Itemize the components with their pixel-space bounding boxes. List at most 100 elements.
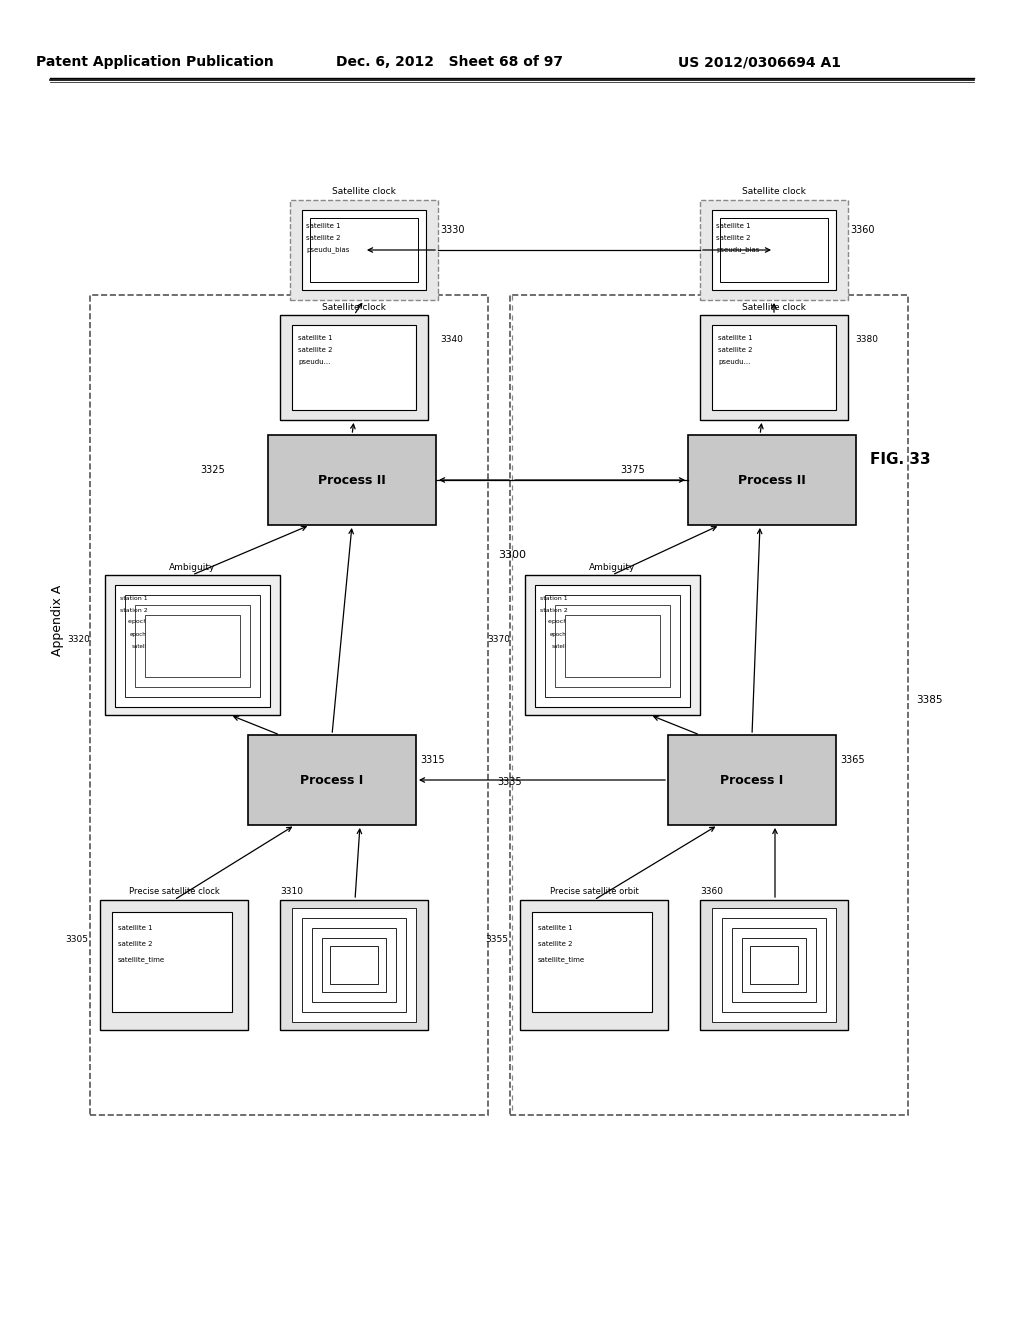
Text: satellite 1: satellite 1	[298, 335, 333, 341]
Text: pseudu_bias: pseudu_bias	[306, 247, 349, 253]
Text: epoch_1_s...: epoch_1_s...	[130, 631, 164, 636]
Text: satellite 1: satellite 1	[118, 925, 153, 931]
Bar	[115, 585, 270, 708]
Text: Process II: Process II	[318, 474, 386, 487]
Bar	[700, 201, 848, 300]
Bar	[668, 735, 836, 825]
Text: 3310: 3310	[280, 887, 303, 896]
Text: satellite 2: satellite 2	[718, 347, 753, 352]
Bar	[100, 900, 248, 1030]
Text: pseudu...: pseudu...	[718, 359, 751, 366]
Bar	[312, 928, 396, 1002]
Bar	[712, 210, 836, 290]
Bar	[750, 946, 798, 983]
Text: Patent Application Publication: Patent Application Publication	[36, 55, 273, 69]
Text: 3305: 3305	[65, 936, 88, 945]
Text: Precise satellite clock: Precise satellite clock	[129, 887, 219, 896]
Bar	[565, 615, 660, 677]
Bar	[90, 294, 488, 1115]
Text: epoch 1: epoch 1	[548, 619, 573, 624]
Text: pseudu_bias: pseudu_bias	[716, 247, 760, 253]
Bar	[268, 436, 436, 525]
Text: 3385: 3385	[916, 696, 942, 705]
Bar	[310, 218, 418, 282]
Text: satellite_1_s...: satellite_1_s...	[552, 643, 591, 649]
Bar	[520, 900, 668, 1030]
Text: Precise satellite orbit: Precise satellite orbit	[550, 887, 638, 896]
Text: 3300: 3300	[498, 550, 526, 560]
Bar	[112, 912, 232, 1012]
Text: pseudu...: pseudu...	[298, 359, 331, 366]
Bar	[292, 908, 416, 1022]
Text: satellite 2: satellite 2	[716, 235, 751, 242]
Text: Process II: Process II	[738, 474, 806, 487]
Text: Satellite clock: Satellite clock	[742, 302, 806, 312]
Text: Dec. 6, 2012   Sheet 68 of 97: Dec. 6, 2012 Sheet 68 of 97	[337, 55, 563, 69]
Bar	[535, 585, 690, 708]
Bar	[732, 928, 816, 1002]
Text: station 1: station 1	[120, 595, 147, 601]
Text: station 2: station 2	[540, 607, 567, 612]
Bar	[135, 605, 250, 686]
Bar	[722, 917, 826, 1012]
Text: Process I: Process I	[720, 774, 783, 787]
Bar	[248, 735, 416, 825]
Bar	[555, 605, 670, 686]
Text: station 1: station 1	[540, 595, 567, 601]
Text: station 2: station 2	[120, 607, 147, 612]
Text: FIG. 33: FIG. 33	[869, 453, 931, 467]
Text: satellite 1: satellite 1	[718, 335, 753, 341]
Text: Ambiguity: Ambiguity	[169, 562, 215, 572]
Bar	[525, 576, 700, 715]
Text: Process I: Process I	[300, 774, 364, 787]
Bar	[145, 615, 240, 677]
Text: satellite 1: satellite 1	[716, 223, 751, 228]
Text: Ambiguity: Ambiguity	[589, 562, 635, 572]
Text: satellite 2: satellite 2	[538, 941, 572, 946]
Text: 3355: 3355	[485, 936, 508, 945]
Bar	[302, 210, 426, 290]
Bar	[742, 939, 806, 993]
Text: satellite 2: satellite 2	[298, 347, 333, 352]
Text: 3335: 3335	[498, 777, 522, 787]
Text: satellite_time: satellite_time	[118, 957, 165, 964]
Text: 3380: 3380	[855, 335, 878, 345]
Text: 3365: 3365	[840, 755, 864, 766]
Text: epoch_1_s...: epoch_1_s...	[550, 631, 584, 636]
Bar	[290, 201, 438, 300]
Text: 3375: 3375	[620, 465, 645, 475]
Text: Satellite clock: Satellite clock	[332, 187, 396, 197]
Bar	[545, 595, 680, 697]
Text: epoch 1: epoch 1	[128, 619, 154, 624]
Bar	[292, 325, 416, 411]
Bar	[125, 595, 260, 697]
Text: satellite_1_s...: satellite_1_s...	[132, 643, 171, 649]
Text: satellite 2: satellite 2	[306, 235, 341, 242]
Text: satellite 1: satellite 1	[538, 925, 572, 931]
Bar	[105, 576, 280, 715]
Text: 3325: 3325	[200, 465, 224, 475]
Bar	[330, 946, 378, 983]
Bar	[280, 315, 428, 420]
Bar	[302, 917, 406, 1012]
Bar	[712, 908, 836, 1022]
Text: 3340: 3340	[440, 335, 463, 345]
Bar	[700, 900, 848, 1030]
Bar	[688, 436, 856, 525]
Bar	[280, 900, 428, 1030]
Text: 3360: 3360	[850, 224, 874, 235]
Text: satellite_time: satellite_time	[538, 957, 585, 964]
Bar	[712, 325, 836, 411]
Bar	[532, 912, 652, 1012]
Text: 3370: 3370	[487, 635, 510, 644]
Bar	[510, 294, 908, 1115]
Text: 3320: 3320	[68, 635, 90, 644]
Text: 3330: 3330	[440, 224, 465, 235]
Bar	[700, 315, 848, 420]
Text: satellite 2: satellite 2	[118, 941, 153, 946]
Text: Appendix A: Appendix A	[51, 585, 65, 656]
Text: 3315: 3315	[420, 755, 444, 766]
Bar	[322, 939, 386, 993]
Text: Satellite clock: Satellite clock	[742, 187, 806, 197]
Text: 3360: 3360	[700, 887, 723, 896]
